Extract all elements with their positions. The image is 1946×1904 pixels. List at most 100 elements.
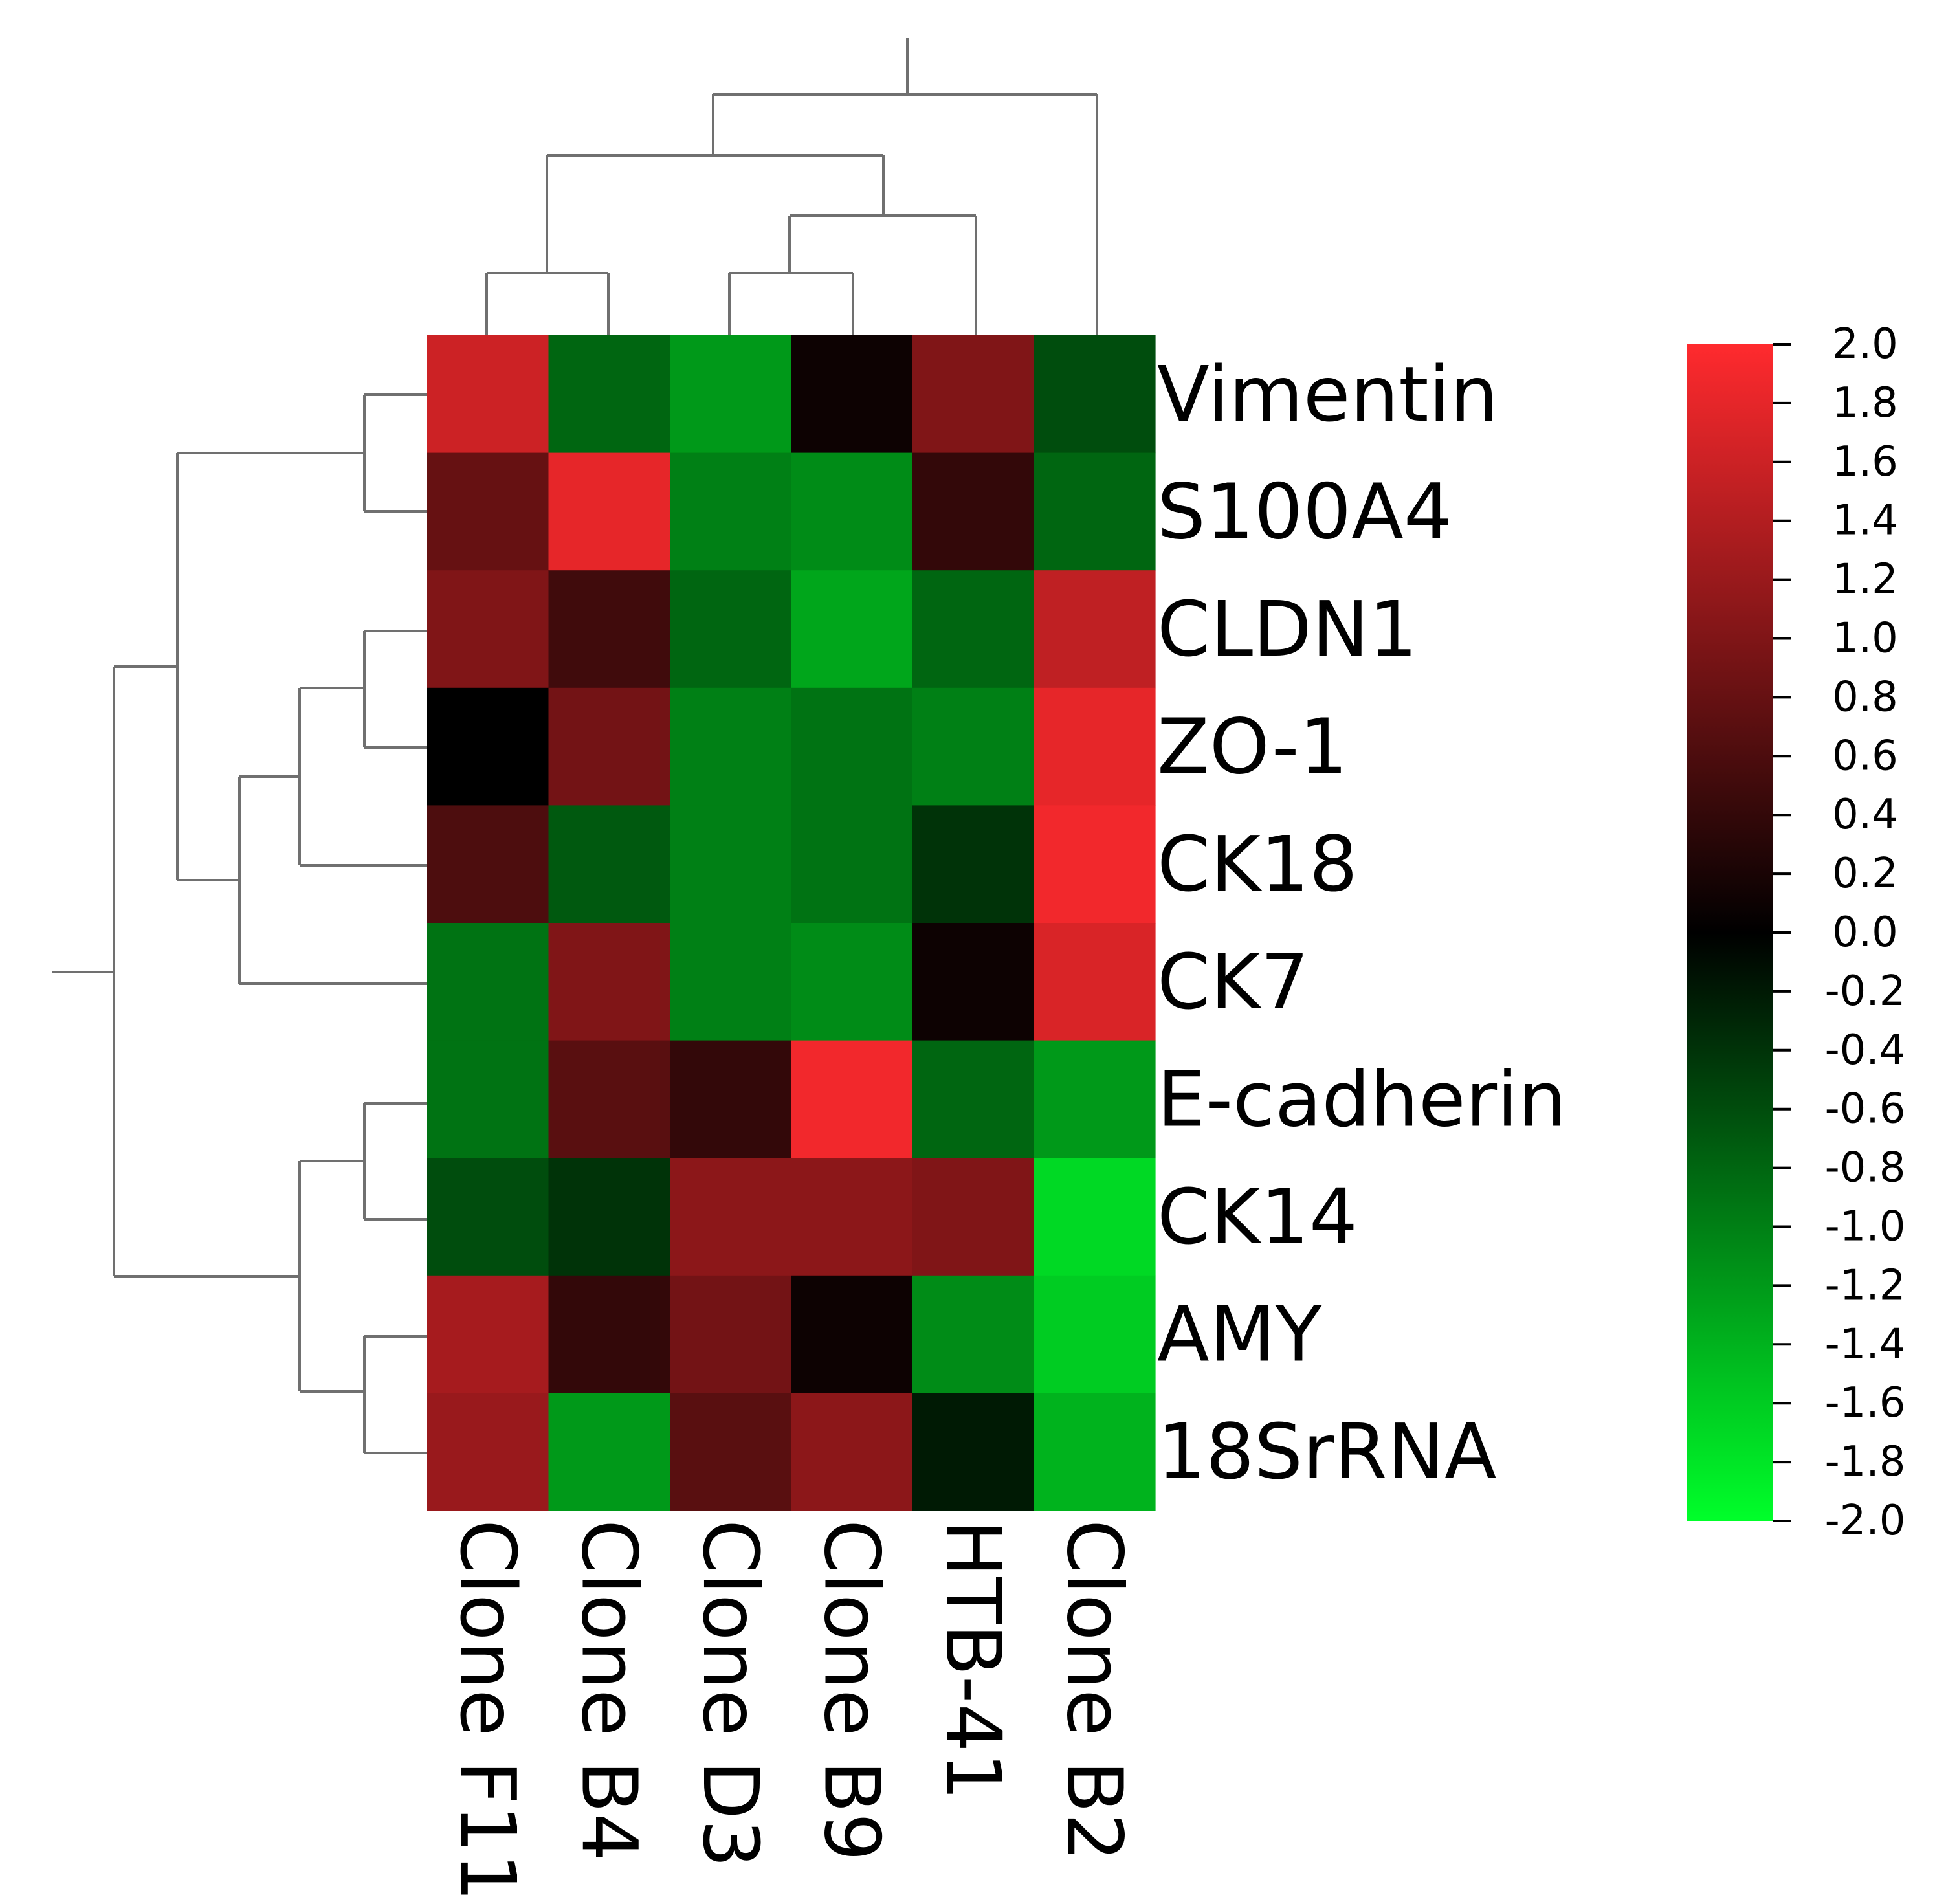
row-labels: Vimentin S100A4 CLDN1 ZO-1 CK18 CK7 E-cadherin… xyxy=(1157,349,1567,1496)
heatmap-cell xyxy=(1034,1040,1156,1158)
color-scale-tick-label: 0.8 xyxy=(1832,673,1898,721)
heatmap-cell xyxy=(912,1275,1035,1393)
heatmap-cell xyxy=(912,1040,1035,1158)
heatmap-cell xyxy=(1034,923,1156,1041)
color-scale-tick-label: 0.2 xyxy=(1832,850,1898,898)
heatmap-cell xyxy=(670,1393,792,1511)
heatmap-cell xyxy=(670,452,792,571)
color-scale-tick-label: 1.2 xyxy=(1832,556,1898,604)
column-label: Clone B2 xyxy=(1050,1520,1139,1861)
heatmap-cell xyxy=(670,570,792,689)
heatmap-cell xyxy=(912,1158,1035,1276)
color-scale-legend: 2.0 1.8 1.6 1.4 1.2 1.0 0.8 0.6 0.4 0.2 0.0 -0.2 -0.… xyxy=(1687,320,1905,1545)
heatmap-cell xyxy=(427,805,549,924)
heatmap-cell xyxy=(1034,1275,1156,1393)
color-scale-tick-label: 1.0 xyxy=(1832,615,1898,663)
color-scale-tick-label: -1.0 xyxy=(1825,1203,1906,1251)
heatmap-cell xyxy=(670,335,792,454)
heatmap-cell xyxy=(791,687,913,806)
color-scale-tick-label: 1.6 xyxy=(1832,438,1898,486)
heatmap-cell xyxy=(548,1158,670,1276)
color-scale-tick-label: 0.6 xyxy=(1832,732,1898,780)
heatmap-cell xyxy=(427,335,549,454)
heatmap-cell xyxy=(427,1040,549,1158)
heatmap-cell xyxy=(1034,335,1156,454)
heatmap-cell xyxy=(548,1393,670,1511)
heatmap-cell xyxy=(427,1393,549,1511)
heatmap-cell xyxy=(670,923,792,1041)
heatmap-cell xyxy=(912,923,1035,1041)
row-label: E-cadherin xyxy=(1157,1054,1567,1144)
heatmap-cell xyxy=(670,805,792,924)
color-scale-tick-label: -0.8 xyxy=(1825,1144,1906,1192)
row-dendrogram xyxy=(52,393,427,1454)
heatmap-cell xyxy=(1034,570,1156,689)
column-label: Clone B4 xyxy=(564,1520,654,1861)
heatmap-cell xyxy=(548,687,670,806)
heatmap-cell xyxy=(791,335,913,454)
color-scale-tick-label: -2.0 xyxy=(1825,1497,1906,1545)
heatmap-cell xyxy=(670,1040,792,1158)
column-label: HTB-41 xyxy=(929,1520,1018,1801)
color-scale-tick-label: 0.4 xyxy=(1832,791,1898,839)
heatmap-cell xyxy=(427,923,549,1041)
heatmap-cell xyxy=(427,1275,549,1393)
row-label: CK7 xyxy=(1157,937,1309,1026)
row-label: ZO-1 xyxy=(1157,702,1348,791)
heatmap-cell xyxy=(912,805,1035,924)
heatmap-cell xyxy=(791,923,913,1041)
heatmap-cell xyxy=(548,1275,670,1393)
color-scale-bar xyxy=(1687,344,1773,1521)
heatmap-cell xyxy=(548,335,670,454)
heatmap-cell xyxy=(791,1275,913,1393)
column-label: Clone D3 xyxy=(686,1520,775,1868)
row-label: 18SrRNA xyxy=(1157,1407,1497,1496)
color-scale-tick-label: -0.6 xyxy=(1825,1085,1906,1133)
color-scale-tick-label: 1.8 xyxy=(1832,379,1898,427)
color-scale-tick-label: -1.4 xyxy=(1825,1320,1906,1368)
color-scale-tick-label: -1.2 xyxy=(1825,1261,1906,1309)
heatmap-cell xyxy=(1034,1393,1156,1511)
row-label: AMY xyxy=(1157,1290,1323,1379)
heatmap-cell xyxy=(912,335,1035,454)
color-scale-tick-label: -1.8 xyxy=(1825,1438,1906,1486)
heatmap-cell xyxy=(548,923,670,1041)
heatmap-cell xyxy=(670,1158,792,1276)
color-scale-ticks: 2.0 1.8 1.6 1.4 1.2 1.0 0.8 0.6 0.4 0.2 0.0 -0.2 -0.… xyxy=(1773,320,1905,1545)
color-scale-tick-label: -0.2 xyxy=(1825,968,1906,1015)
heatmap-cell xyxy=(791,1040,913,1158)
column-labels: Clone F11 Clone B4 Clone D3 Clone B9 HTB-41 C… xyxy=(443,1520,1140,1901)
heatmap-cell xyxy=(791,805,913,924)
color-scale-tick-label: -1.6 xyxy=(1825,1379,1906,1427)
heatmap-cell xyxy=(548,1040,670,1158)
color-scale-tick-label: -0.4 xyxy=(1825,1026,1906,1074)
heatmap-cell xyxy=(1034,687,1156,806)
heatmap-cell xyxy=(427,687,549,806)
heatmap-cell xyxy=(1034,1158,1156,1276)
column-label: Clone F11 xyxy=(443,1520,533,1901)
heatmap-cell xyxy=(912,452,1035,571)
heatmap-cell xyxy=(427,570,549,689)
heatmap-cell xyxy=(427,452,549,571)
heatmap-cell xyxy=(791,1393,913,1511)
column-dendrogram xyxy=(485,38,1098,335)
heatmap-cell xyxy=(791,570,913,689)
heatmap-cell xyxy=(912,687,1035,806)
row-label: CK14 xyxy=(1157,1172,1358,1261)
row-label: CK18 xyxy=(1157,819,1358,909)
heatmap-cell xyxy=(1034,452,1156,571)
heatmap-cell xyxy=(548,570,670,689)
heatmap-cell xyxy=(1034,805,1156,924)
heatmap-cell xyxy=(670,687,792,806)
heatmap-cell xyxy=(427,1158,549,1276)
row-label: S100A4 xyxy=(1157,467,1452,556)
row-label: Vimentin xyxy=(1157,349,1498,439)
color-scale-tick-label: 1.4 xyxy=(1832,497,1898,545)
heatmap-cells xyxy=(427,335,1156,1511)
heatmap-cell xyxy=(912,570,1035,689)
column-label: Clone B9 xyxy=(807,1520,896,1861)
row-label: CLDN1 xyxy=(1157,584,1417,674)
heatmap-cell xyxy=(791,1158,913,1276)
color-scale-tick-label: 2.0 xyxy=(1832,320,1898,368)
